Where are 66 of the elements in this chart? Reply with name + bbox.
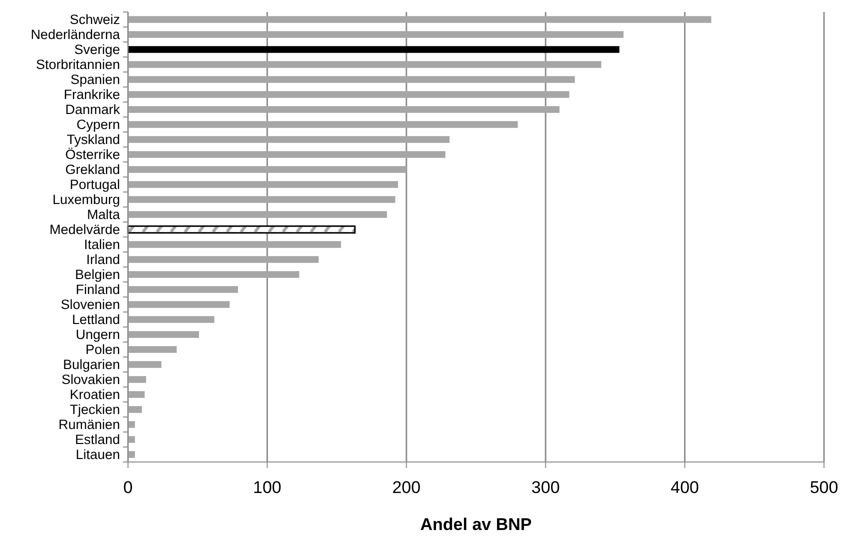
bar bbox=[128, 376, 146, 383]
y-tick-label: Schweiz bbox=[70, 12, 120, 28]
y-tick-label: Slovenien bbox=[60, 297, 120, 312]
bar bbox=[128, 391, 145, 398]
y-tick-label: Luxemburg bbox=[52, 192, 120, 208]
bar bbox=[128, 136, 450, 143]
bar bbox=[128, 181, 398, 188]
y-tick-label: Nederländerna bbox=[30, 27, 120, 42]
bar bbox=[128, 121, 518, 128]
bar bbox=[128, 451, 135, 458]
y-tick-label: Danmark bbox=[65, 102, 120, 118]
bar bbox=[128, 211, 387, 218]
bar bbox=[128, 241, 341, 248]
bar bbox=[128, 166, 406, 173]
y-tick-label: Grekland bbox=[65, 162, 120, 178]
bar bbox=[128, 346, 177, 353]
y-tick-label: Estland bbox=[74, 432, 120, 448]
y-tick-label: Frankrike bbox=[64, 87, 120, 102]
x-tick-label: 400 bbox=[670, 478, 699, 498]
y-tick-label: Cypern bbox=[76, 117, 120, 132]
bar bbox=[128, 76, 575, 83]
y-tick-label: Bulgarien bbox=[62, 357, 120, 372]
y-tick-label: Spanien bbox=[70, 72, 120, 88]
bar bbox=[128, 91, 570, 98]
y-tick-label: Sverige bbox=[74, 42, 120, 58]
x-tick-label: 500 bbox=[810, 478, 838, 498]
bar bbox=[128, 46, 620, 53]
x-tick-label: 0 bbox=[123, 478, 133, 498]
y-tick-label: Malta bbox=[86, 207, 120, 222]
y-tick-label: Litauen bbox=[76, 447, 120, 462]
y-tick-label: Österrike bbox=[65, 147, 120, 162]
y-tick-label: Belgien bbox=[74, 267, 120, 282]
bar bbox=[128, 106, 560, 113]
y-tick-label: Irland bbox=[86, 252, 120, 268]
y-tick-label: Medelvärde bbox=[49, 222, 120, 238]
y-tick-label: Ungern bbox=[76, 327, 120, 342]
x-tick-label: 100 bbox=[253, 478, 282, 498]
bar bbox=[128, 406, 142, 413]
bar bbox=[128, 151, 446, 158]
bar bbox=[128, 361, 162, 368]
bar bbox=[128, 31, 624, 38]
bar bbox=[128, 61, 602, 68]
x-tick-label: 300 bbox=[531, 478, 560, 498]
bar bbox=[128, 196, 396, 203]
bar bbox=[128, 301, 230, 308]
bar bbox=[128, 421, 135, 428]
bar bbox=[128, 256, 319, 263]
x-tick-label: 200 bbox=[392, 478, 421, 498]
bar bbox=[128, 16, 712, 23]
bar bbox=[128, 286, 238, 293]
y-tick-label: Tyskland bbox=[66, 132, 120, 148]
bar bbox=[128, 331, 199, 338]
y-tick-label: Tjeckien bbox=[70, 402, 120, 418]
y-tick-label: Rumänien bbox=[58, 417, 120, 432]
bar bbox=[128, 436, 135, 443]
y-tick-label: Storbritannien bbox=[36, 57, 120, 72]
y-tick-label: Kroatien bbox=[70, 387, 120, 402]
y-tick-label: Lettland bbox=[72, 312, 120, 328]
y-tick-label: Slovakien bbox=[61, 372, 120, 388]
y-tick-label: Polen bbox=[85, 342, 120, 358]
y-tick-label: Finland bbox=[76, 282, 120, 298]
y-tick-label: Portugal bbox=[70, 177, 120, 192]
bar bbox=[128, 271, 300, 278]
x-axis-title: Andel av BNP bbox=[420, 515, 532, 534]
bar bbox=[128, 316, 214, 323]
y-tick-label: Italien bbox=[84, 237, 120, 252]
